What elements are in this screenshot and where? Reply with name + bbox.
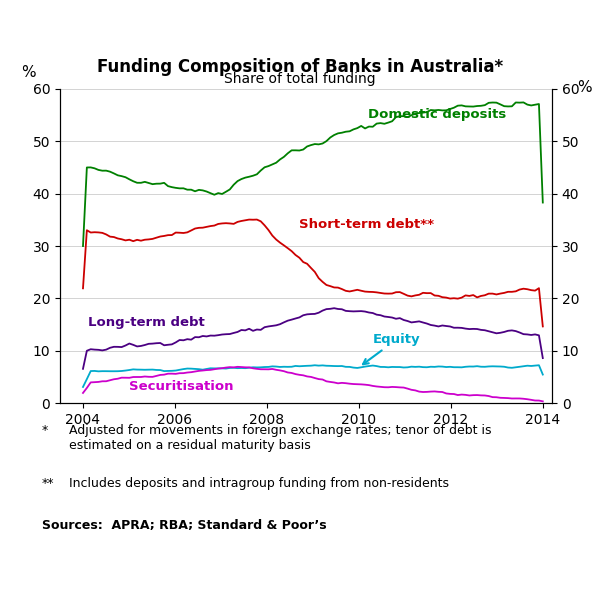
Text: Equity: Equity: [363, 333, 420, 364]
Text: Funding Composition of Banks in Australia*: Funding Composition of Banks in Australi…: [97, 58, 503, 76]
Text: Share of total funding: Share of total funding: [224, 72, 376, 86]
Text: *: *: [42, 424, 48, 437]
Text: Sources:  APRA; RBA; Standard & Poor’s: Sources: APRA; RBA; Standard & Poor’s: [42, 519, 326, 532]
Y-axis label: %: %: [577, 79, 591, 94]
Text: Includes deposits and intragroup funding from non-residents: Includes deposits and intragroup funding…: [69, 477, 449, 490]
Text: Adjusted for movements in foreign exchange rates; tenor of debt is
estimated on : Adjusted for movements in foreign exchan…: [69, 424, 491, 452]
Text: Short-term debt**: Short-term debt**: [299, 218, 434, 231]
Text: **: **: [42, 477, 55, 490]
Text: Domestic deposits: Domestic deposits: [368, 108, 506, 121]
Text: Securitisation: Securitisation: [129, 380, 233, 393]
Text: Long-term debt: Long-term debt: [88, 315, 205, 329]
Y-axis label: %: %: [21, 65, 35, 79]
